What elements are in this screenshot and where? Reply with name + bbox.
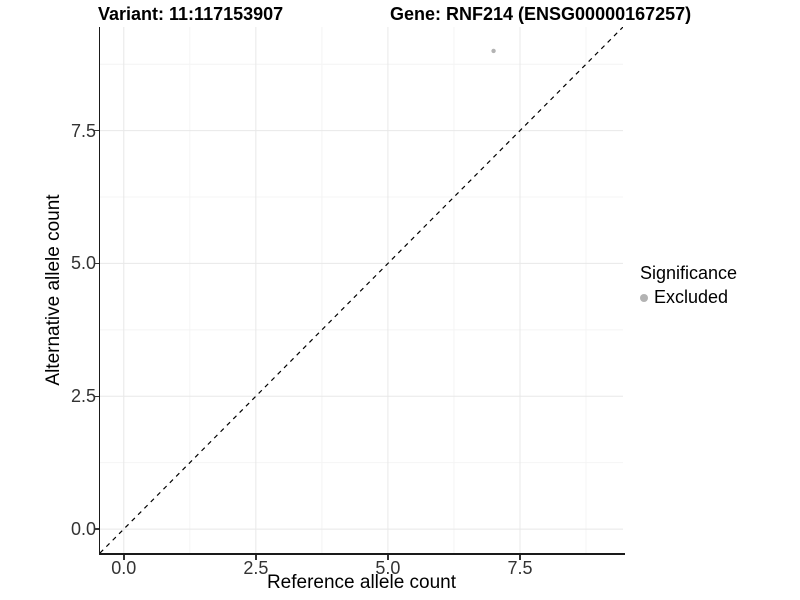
identity-line xyxy=(99,26,624,554)
y-axis-tick-mark xyxy=(93,528,99,530)
plot-panel xyxy=(99,26,624,554)
y-axis-tick-mark xyxy=(93,395,99,397)
x-axis-label: Reference allele count xyxy=(266,572,457,593)
plot-title-gene: Gene: RNF214 (ENSG00000167257) xyxy=(390,4,692,24)
x-axis-tick-label: 5.0 xyxy=(375,558,401,578)
y-axis-line xyxy=(98,27,100,555)
y-axis-tick-mark xyxy=(93,129,99,132)
x-axis-tick-label: 0.0 xyxy=(111,558,137,578)
x-axis-tick-mark xyxy=(387,554,389,560)
legend: Significance Excluded xyxy=(640,263,737,308)
legend-title: Significance xyxy=(640,263,738,283)
x-axis-tick-label: 7.5 xyxy=(507,558,533,578)
y-axis-tick-label: 2.5 xyxy=(70,386,96,407)
y-axis-tick-label: 0.0 xyxy=(70,519,96,540)
x-axis-tick-mark xyxy=(519,554,521,560)
plot-title-variant: Variant: 11:117153907 xyxy=(98,4,284,24)
legend-entry-label: Excluded xyxy=(654,287,729,307)
y-axis-label: Alternative allele count xyxy=(43,194,64,386)
y-axis-tick-mark xyxy=(93,262,99,265)
plot-area xyxy=(99,26,624,554)
x-axis-tick-mark xyxy=(123,554,125,560)
x-axis-tick-mark xyxy=(255,554,257,560)
legend-entry-excluded: Excluded xyxy=(640,287,737,308)
y-axis-tick-label: 7.5 xyxy=(70,120,96,141)
x-axis-line xyxy=(98,553,625,555)
data-point-excluded xyxy=(491,48,496,54)
x-axis-tick-label: 2.5 xyxy=(243,558,269,578)
y-axis-tick-label: 5.0 xyxy=(70,253,96,274)
legend-point-icon xyxy=(640,293,648,302)
